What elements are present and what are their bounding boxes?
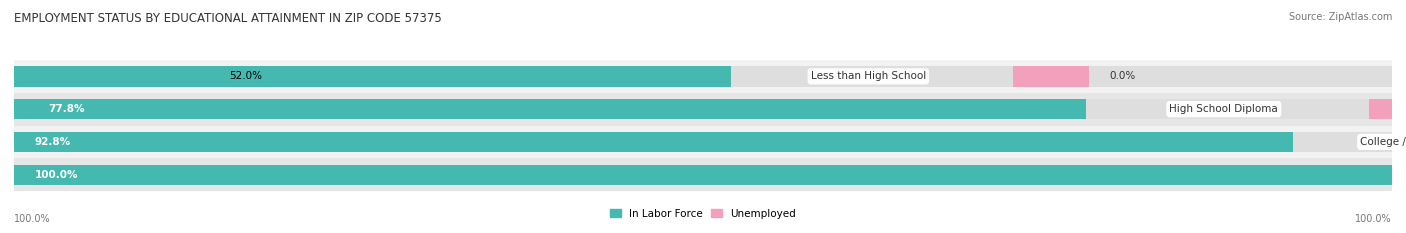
Text: 77.8%: 77.8% xyxy=(48,104,84,114)
Text: 52.0%: 52.0% xyxy=(229,71,262,81)
Bar xyxy=(1368,99,1406,119)
Bar xyxy=(14,99,1085,119)
Text: High School Diploma: High School Diploma xyxy=(1170,104,1278,114)
Text: College / Associate Degree: College / Associate Degree xyxy=(1361,137,1406,147)
Text: EMPLOYMENT STATUS BY EDUCATIONAL ATTAINMENT IN ZIP CODE 57375: EMPLOYMENT STATUS BY EDUCATIONAL ATTAINM… xyxy=(14,12,441,25)
Bar xyxy=(14,126,1392,158)
Text: 100.0%: 100.0% xyxy=(35,170,79,180)
Bar xyxy=(14,164,1392,185)
Bar xyxy=(14,158,1392,191)
Bar xyxy=(1014,66,1088,86)
Text: 100.0%: 100.0% xyxy=(14,214,51,224)
Bar xyxy=(14,164,1392,185)
Bar xyxy=(14,66,731,86)
Bar xyxy=(14,93,1392,126)
Bar xyxy=(14,132,1392,152)
Text: Less than High School: Less than High School xyxy=(811,71,927,81)
Bar xyxy=(14,132,1292,152)
Text: Source: ZipAtlas.com: Source: ZipAtlas.com xyxy=(1288,12,1392,22)
Bar xyxy=(14,99,1392,119)
Legend: In Labor Force, Unemployed: In Labor Force, Unemployed xyxy=(610,209,796,219)
Bar xyxy=(14,60,1392,93)
Text: 0.0%: 0.0% xyxy=(1109,71,1136,81)
Text: 92.8%: 92.8% xyxy=(35,137,70,147)
Text: 100.0%: 100.0% xyxy=(1355,214,1392,224)
Bar xyxy=(14,66,1392,86)
